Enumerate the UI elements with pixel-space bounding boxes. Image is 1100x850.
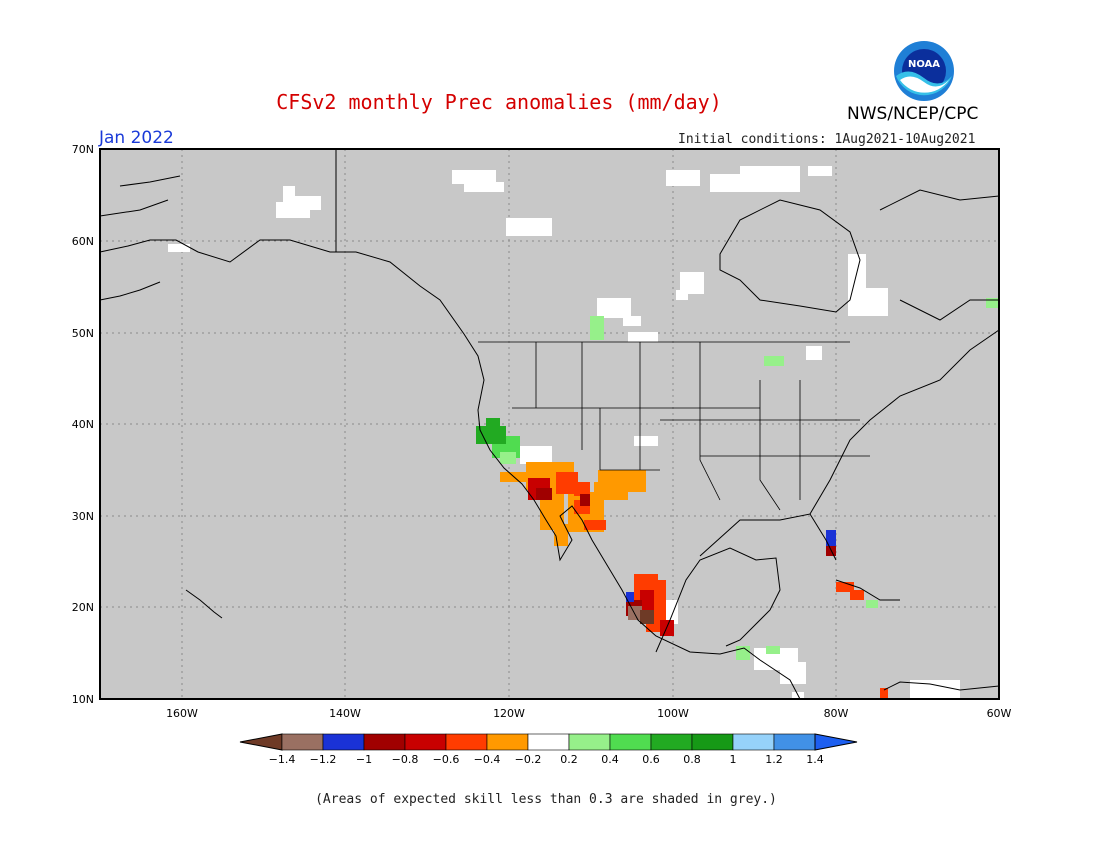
lon-label: 60W [987,707,1012,720]
colorbar-tick-label: 1 [730,753,737,766]
colorbar-swatch [568,733,611,751]
gridlines [100,149,999,699]
anomaly-patches-dry [500,462,888,698]
lat-label: 50N [72,327,94,340]
colorbar-tick-label: −1 [356,753,372,766]
colorbar-swatch [609,733,652,751]
colorbar [239,733,858,751]
lon-label: 120W [493,707,525,720]
lat-label: 40N [72,418,94,431]
colorbar-tick-label: −0.8 [392,753,419,766]
footnote: (Areas of expected skill less than 0.3 a… [315,792,777,807]
colorbar-min-arrow [239,733,283,751]
lat-label: 70N [72,143,94,156]
agency-label: NWS/NCEP/CPC [847,104,979,124]
colorbar-swatch [527,733,570,751]
lat-label: 10N [72,693,94,706]
state-borders [478,341,870,511]
colorbar-tick-label: −0.6 [433,753,460,766]
colorbar-tick-label: −0.4 [474,753,501,766]
colorbar-tick-label: 0.4 [601,753,619,766]
logo-text: NOAA [908,59,940,70]
colorbar-tick-label: −0.2 [515,753,542,766]
lon-label: 80W [824,707,849,720]
map-frame [99,148,1000,700]
lon-label: 140W [329,707,361,720]
colorbar-swatch [363,733,406,751]
colorbar-swatch [691,733,734,751]
anomaly-patches-wet [476,298,999,660]
colorbar-tick-label: 0.6 [642,753,660,766]
colorbar-swatch [322,733,365,751]
colorbar-tick-label: 0.2 [560,753,578,766]
colorbar-max-arrow [814,733,858,751]
colorbar-tick-label: 1.2 [765,753,783,766]
lon-label: 100W [657,707,689,720]
colorbar-swatch [650,733,693,751]
lat-label: 20N [72,601,94,614]
longitude-labels: 160W 140W 120W 100W 80W 60W [166,707,1011,720]
lat-label: 30N [72,510,94,523]
coastlines [99,149,1000,700]
colorbar-tick-labels: −1.4 −1.2 −1 −0.8 −0.6 −0.4 −0.2 0.2 0.4 0.6 0.8 1 1… [269,753,824,766]
colorbar-swatch [445,733,488,751]
month-label: Jan 2022 [99,128,174,148]
colorbar-swatch [281,733,324,751]
lat-label: 60N [72,235,94,248]
colorbar-swatch [486,733,529,751]
chart-title: CFSv2 monthly Prec anomalies (mm/day) [276,90,722,114]
noaa-logo-icon: NOAA [894,41,954,101]
lon-label: 160W [166,707,198,720]
colorbar-swatch [404,733,447,751]
anomaly-patches-near-zero [168,166,960,699]
colorbar-swatch [773,733,816,751]
colorbar-tick-label: 0.8 [683,753,701,766]
colorbar-swatch [732,733,775,751]
map-background [100,149,999,699]
colorbar-tick-label: −1.2 [310,753,337,766]
initial-conditions-label: Initial conditions: 1Aug2021-10Aug2021 [678,132,976,147]
colorbar-tick-label: −1.4 [269,753,296,766]
colorbar-tick-label: 1.4 [806,753,824,766]
latitude-labels: 70N 60N 50N 40N 30N 20N 10N [72,143,94,706]
